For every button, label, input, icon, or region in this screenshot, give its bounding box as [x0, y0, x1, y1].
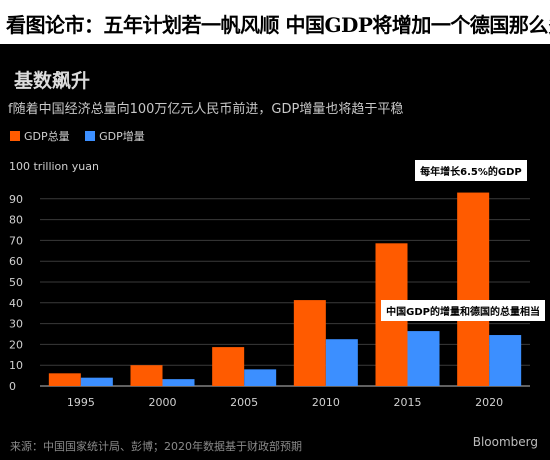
x-tick-label-1995: 1995 — [67, 396, 95, 409]
annotation-germany-comparison: 中国GDP的增量和德国的总量相当 — [381, 300, 545, 322]
bar-gdp-increment-2010 — [325, 339, 358, 386]
y-tick-label-10: 10 — [9, 359, 23, 372]
bar-gdp-increment-2000 — [162, 379, 195, 386]
y-tick-label-40: 40 — [9, 297, 23, 310]
y-tick-label-80: 80 — [9, 214, 23, 227]
legend-label-gdp-total: GDP总量 — [24, 130, 70, 143]
y-tick-label-50: 50 — [9, 276, 23, 289]
legend-label-gdp-increment: GDP增量 — [99, 130, 145, 143]
bar-gdp-total-2005 — [212, 347, 245, 386]
bar-chart: 0 10 20 30 40 50 60 70 80 90 1995 2000 2005 2010 2015… — [9, 160, 530, 409]
bar-gdp-increment-2020 — [489, 335, 522, 386]
y-tick-label-60: 60 — [9, 255, 23, 268]
y-tick-label-70: 70 — [9, 234, 23, 247]
x-tick-label-2005: 2005 — [230, 396, 258, 409]
bar-gdp-increment-1995 — [80, 377, 113, 386]
bar-gdp-total-2000 — [130, 365, 163, 386]
bar-gdp-increment-2015 — [407, 331, 440, 386]
bar-gdp-total-2020 — [457, 192, 490, 386]
bar-gdp-total-1995 — [48, 373, 81, 386]
x-tick-label-2020: 2020 — [475, 396, 503, 409]
y-axis-label: 100 trillion yuan — [9, 160, 99, 173]
y-tick-label-20: 20 — [9, 338, 23, 351]
legend-item-gdp-increment: GDP增量 — [85, 128, 145, 144]
x-tick-label-2015: 2015 — [394, 396, 422, 409]
x-tick-labels: 1995 2000 2005 2010 2015 2020 — [67, 396, 503, 409]
article-headline: 看图论市：五年计划若一帆风顺 中国GDP将增加一个德国那么多 — [6, 13, 550, 37]
y-tick-labels: 0 10 20 30 40 50 60 70 80 90 — [9, 193, 23, 393]
chart-title: 基数飙升 — [14, 70, 91, 92]
bars — [48, 192, 522, 386]
grid-lines — [40, 198, 530, 387]
bar-gdp-increment-2005 — [244, 369, 277, 386]
x-tick-label-2010: 2010 — [312, 396, 340, 409]
legend-swatch-gdp-increment — [85, 131, 96, 141]
annotation-growth-rate: 每年增长6.5%的GDP — [415, 159, 527, 181]
source-note: 来源：中国国家统计局、彭博；2020年数据基于财政部预期 — [10, 440, 302, 453]
chart-subtitle: f随着中国经济总量向100万亿元人民币前进，GDP增量也将趋于平稳 — [8, 102, 404, 117]
bar-gdp-total-2010 — [293, 300, 326, 386]
y-tick-label-90: 90 — [9, 193, 23, 206]
y-tick-label-0: 0 — [9, 380, 16, 393]
legend-swatch-gdp-total — [10, 131, 20, 141]
legend-item-gdp-total: GDP总量 — [10, 128, 70, 144]
bloomberg-logo: Bloomberg — [472, 435, 538, 449]
x-tick-label-2000: 2000 — [149, 396, 177, 409]
chart-panel: 基数飙升 f随着中国经济总量向100万亿元人民币前进，GDP增量也将趋于平稳 G… — [0, 44, 550, 460]
y-tick-label-30: 30 — [9, 318, 23, 331]
article-headline-bar: 看图论市：五年计划若一帆风顺 中国GDP将增加一个德国那么多 — [0, 0, 550, 44]
chart-legend: GDP总量 GDP增量 — [10, 128, 157, 144]
